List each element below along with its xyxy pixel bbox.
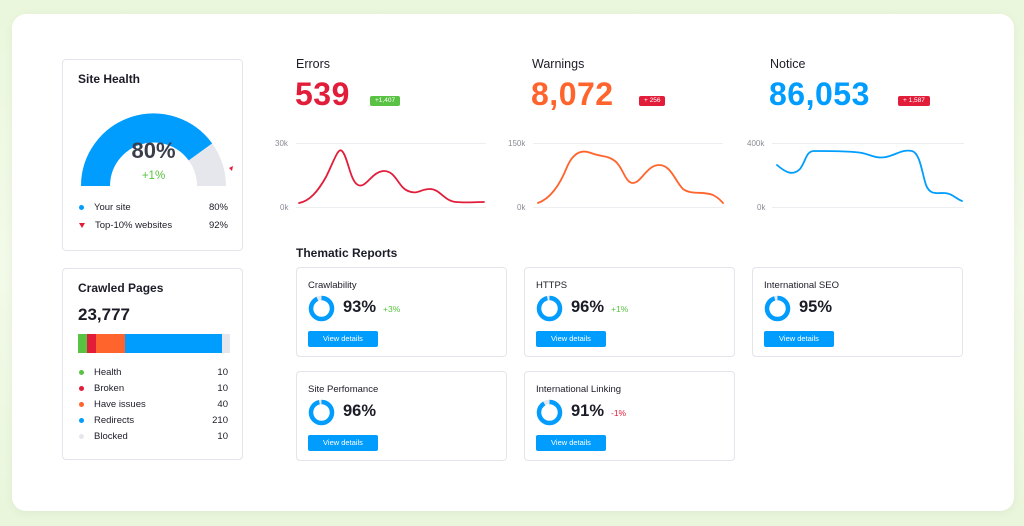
report-percent: 96% — [571, 298, 605, 316]
crawled-pages-bar — [78, 334, 230, 353]
errors-axis-line — [296, 143, 486, 144]
notice-badge: + 1,587 — [898, 96, 930, 106]
report-delta: +1% — [611, 304, 629, 314]
warnings-y-bottom: 0k — [517, 203, 526, 212]
errors-value: 539 — [295, 76, 350, 112]
legend-broken: Broken 10 — [79, 381, 228, 395]
thematic-reports-title: Thematic Reports — [296, 246, 398, 260]
warnings-value: 8,072 — [531, 76, 614, 112]
notice-axis-line — [772, 143, 964, 144]
warnings-axis-line — [533, 143, 723, 144]
view-details-button[interactable]: View details — [308, 435, 378, 451]
blue-dot-icon — [79, 417, 84, 423]
ring-progress — [308, 295, 335, 322]
report-name: Site Perfomance — [308, 384, 379, 395]
ring-progress — [764, 295, 791, 322]
legend-blocked: Blocked 10 — [79, 429, 228, 443]
legend-top10: Top-10% websites 92% — [79, 218, 228, 232]
bar-segment-issues — [96, 334, 125, 353]
legend-your-site: Your site 80% — [79, 200, 228, 214]
gray-dot-icon — [79, 433, 84, 439]
report-name: Crawlability — [308, 280, 357, 291]
errors-y-bottom: 0k — [280, 203, 289, 212]
view-details-button[interactable]: View details — [536, 435, 606, 451]
warnings-label: Warnings — [532, 57, 585, 71]
blue-dot-icon — [79, 204, 84, 210]
site-health-title: Site Health — [78, 72, 141, 86]
ring-progress — [536, 399, 563, 426]
report-name: International SEO — [764, 280, 839, 291]
errors-sparkline — [298, 149, 485, 204]
warnings-badge: + 256 — [639, 96, 666, 106]
warnings-y-top: 150k — [508, 139, 526, 148]
notice-baseline — [772, 207, 964, 208]
progress-ring-icon — [536, 295, 563, 322]
report-card-https: HTTPS 96% +1% View details — [524, 267, 735, 357]
top10-marker-icon — [229, 166, 233, 171]
site-health-score: 80% — [131, 138, 176, 163]
report-delta: +3% — [383, 304, 401, 314]
progress-ring-icon — [308, 399, 335, 426]
bar-segment-broken — [87, 334, 96, 353]
site-health-card: Site Health 80% +1% Your site 80% Top-10… — [62, 59, 243, 251]
ring-progress — [536, 295, 563, 322]
report-percent: 95% — [799, 298, 833, 316]
report-card-site-performance: Site Perfomance 96% View details — [296, 371, 507, 461]
bar-segment-blocked — [222, 334, 230, 353]
orange-dot-icon — [79, 401, 84, 407]
red-dot-icon — [79, 385, 84, 391]
ring-progress — [308, 399, 335, 426]
site-health-gauge — [81, 113, 233, 187]
report-card-crawlability: Crawlability 93% +3% View details — [296, 267, 507, 357]
report-percent: 96% — [343, 402, 377, 420]
crawled-pages-total: 23,777 — [78, 305, 130, 324]
legend-health: Health 10 — [79, 365, 228, 379]
warnings-baseline — [533, 207, 723, 208]
crawled-pages-title: Crawled Pages — [78, 281, 164, 295]
site-health-delta: +1% — [141, 170, 166, 182]
crawled-pages-card: Crawled Pages 23,777 Health 10 Broken 10… — [62, 268, 243, 460]
notice-y-top: 400k — [747, 139, 765, 148]
progress-ring-icon — [308, 295, 335, 322]
progress-ring-icon — [764, 295, 791, 322]
report-card-international-linking: International Linking 91% -1% View detai… — [524, 371, 735, 461]
report-percent: 93% — [343, 298, 377, 316]
errors-badge: +1,407 — [370, 96, 401, 106]
notice-value: 86,053 — [769, 76, 870, 112]
report-name: International Linking — [536, 384, 622, 395]
progress-ring-icon — [536, 399, 563, 426]
bar-segment-health — [78, 334, 87, 353]
report-name: HTTPS — [536, 280, 568, 291]
errors-baseline — [296, 207, 486, 208]
errors-label: Errors — [296, 57, 331, 71]
notice-y-bottom: 0k — [757, 203, 766, 212]
red-triangle-icon — [79, 222, 85, 228]
notice-sparkline — [776, 149, 963, 202]
warnings-sparkline — [537, 150, 724, 204]
report-delta: -1% — [611, 408, 627, 418]
gauge-value-arc — [81, 113, 213, 187]
bar-segment-redirects — [125, 334, 222, 353]
notice-label: Notice — [770, 57, 806, 71]
view-details-button[interactable]: View details — [536, 331, 606, 347]
green-dot-icon — [79, 369, 84, 375]
view-details-button[interactable]: View details — [308, 331, 378, 347]
report-percent: 91% — [571, 402, 605, 420]
legend-have-issues: Have issues 40 — [79, 397, 228, 411]
view-details-button[interactable]: View details — [764, 331, 834, 347]
report-card-international-seo: International SEO 95% View details — [752, 267, 963, 357]
legend-redirects: Redirects 210 — [79, 413, 228, 427]
errors-y-top: 30k — [275, 139, 288, 148]
